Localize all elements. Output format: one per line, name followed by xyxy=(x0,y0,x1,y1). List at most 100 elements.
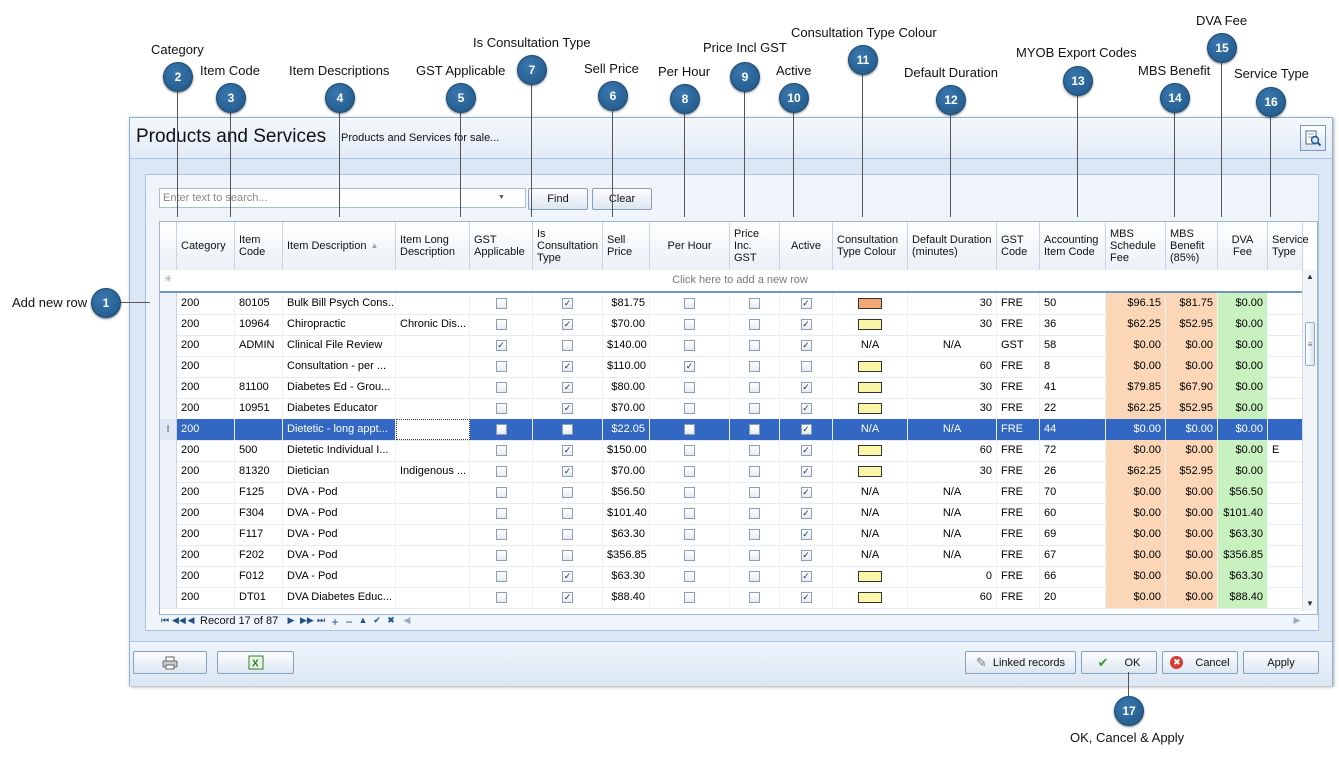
cell-long-description[interactable] xyxy=(396,482,470,503)
cell-category[interactable]: 200 xyxy=(177,293,235,314)
cell-active[interactable]: ✓ xyxy=(780,314,833,335)
cell-dva-fee[interactable]: $0.00 xyxy=(1218,335,1268,356)
cell-gst-applicable[interactable] xyxy=(470,440,533,461)
cell-duration[interactable]: 60 xyxy=(908,440,997,461)
cell-is-consultation[interactable] xyxy=(533,524,603,545)
colour-swatch[interactable] xyxy=(858,465,882,477)
cell-sell-price[interactable]: $70.00 xyxy=(603,461,650,482)
cell-long-description[interactable] xyxy=(396,440,470,461)
cell-item-code[interactable] xyxy=(235,419,283,440)
scroll-down-icon[interactable]: ▼ xyxy=(1306,599,1314,608)
cell-price-inc-gst[interactable] xyxy=(730,335,780,356)
cell-mbs-fee[interactable]: $0.00 xyxy=(1106,419,1166,440)
cell-duration[interactable]: N/A xyxy=(908,524,997,545)
cell-mbs-benefit[interactable]: $0.00 xyxy=(1166,524,1218,545)
checkbox-checked[interactable]: ✓ xyxy=(800,549,812,561)
checkbox-unchecked[interactable] xyxy=(495,591,507,603)
cell-service-type[interactable] xyxy=(1268,524,1303,545)
cell-gst-applicable[interactable] xyxy=(470,419,533,440)
cell-per-hour[interactable] xyxy=(650,524,730,545)
checkbox-unchecked[interactable] xyxy=(684,486,695,498)
cell-price-inc-gst[interactable] xyxy=(730,314,780,335)
scroll-right-icon[interactable]: ▶ xyxy=(1293,615,1301,625)
row-indicator[interactable] xyxy=(160,440,177,461)
cell-description[interactable]: Clinical File Review xyxy=(283,335,396,356)
cell-description[interactable]: Diabetes Educator xyxy=(283,398,396,419)
cell-item-code[interactable]: F125 xyxy=(235,482,283,503)
cell-price-inc-gst[interactable] xyxy=(730,524,780,545)
cell-mbs-fee[interactable]: $62.25 xyxy=(1106,398,1166,419)
row-indicator[interactable] xyxy=(160,356,177,377)
cell-duration[interactable]: 0 xyxy=(908,566,997,587)
cell-mbs-benefit[interactable]: $0.00 xyxy=(1166,335,1218,356)
cell-duration[interactable]: N/A xyxy=(908,419,997,440)
column-header-duration[interactable]: Default Duration (minutes) xyxy=(908,222,997,270)
cell-category[interactable]: 200 xyxy=(177,524,235,545)
cell-long-description[interactable] xyxy=(396,524,470,545)
cell-colour[interactable]: N/A xyxy=(833,524,908,545)
cell-is-consultation[interactable]: ✓ xyxy=(533,440,603,461)
table-row[interactable]: 200 DT01 DVA Diabetes Educ... ✓ $88.40 ✓ 60 FRE… xyxy=(160,587,1303,609)
column-header-mbs-fee[interactable]: MBS Schedule Fee xyxy=(1106,222,1166,270)
checkbox-unchecked[interactable] xyxy=(749,591,760,603)
row-indicator[interactable] xyxy=(160,503,177,524)
cell-long-description[interactable] xyxy=(396,419,470,440)
cell-mbs-benefit[interactable]: $0.00 xyxy=(1166,482,1218,503)
table-row[interactable]: 200 10964 Chiropractic Chronic Dis... ✓ $70.0… xyxy=(160,314,1303,336)
checkbox-checked[interactable]: ✓ xyxy=(800,528,812,540)
previous-record-icon[interactable]: ◀ xyxy=(187,615,195,625)
chevron-down-icon[interactable]: ▼ xyxy=(498,194,505,201)
cell-duration[interactable]: 60 xyxy=(908,587,997,608)
cell-mbs-fee[interactable]: $0.00 xyxy=(1106,566,1166,587)
cell-active[interactable]: ✓ xyxy=(780,398,833,419)
cell-service-type[interactable] xyxy=(1268,587,1303,608)
checkbox-unchecked[interactable] xyxy=(495,423,507,435)
checkbox-checked[interactable]: ✓ xyxy=(800,423,812,435)
colour-swatch[interactable] xyxy=(858,381,882,393)
cell-mbs-fee[interactable]: $0.00 xyxy=(1106,356,1166,377)
table-row[interactable]: 200 F012 DVA - Pod ✓ $63.30 ✓ 0 FRE 66 $0.00 $0.00… xyxy=(160,566,1303,588)
cell-active[interactable] xyxy=(780,356,833,377)
cell-is-consultation[interactable]: ✓ xyxy=(533,461,603,482)
cell-long-description[interactable]: Indigenous ... xyxy=(396,461,470,482)
cell-mbs-benefit[interactable]: $0.00 xyxy=(1166,503,1218,524)
checkbox-unchecked[interactable] xyxy=(749,318,760,330)
cell-is-consultation[interactable]: ✓ xyxy=(533,356,603,377)
column-header-service-type[interactable]: Service Type xyxy=(1268,222,1309,270)
next-record-icon[interactable]: ▶ xyxy=(287,615,295,625)
cell-is-consultation[interactable] xyxy=(533,503,603,524)
checkbox-unchecked[interactable] xyxy=(684,444,695,456)
cell-is-consultation[interactable] xyxy=(533,482,603,503)
cell-is-consultation[interactable]: ✓ xyxy=(533,314,603,335)
checkbox-unchecked[interactable] xyxy=(495,297,507,309)
checkbox-checked[interactable]: ✓ xyxy=(800,591,812,603)
checkbox-unchecked[interactable] xyxy=(749,360,760,372)
checkbox-unchecked[interactable] xyxy=(749,423,760,435)
cell-item-code[interactable]: F202 xyxy=(235,545,283,566)
cell-price-inc-gst[interactable] xyxy=(730,419,780,440)
cell-long-description[interactable] xyxy=(396,335,470,356)
cell-active[interactable]: ✓ xyxy=(780,566,833,587)
cell-description[interactable]: Chiropractic xyxy=(283,314,396,335)
next-page-icon[interactable]: ▶▶ xyxy=(300,615,314,625)
first-record-icon[interactable]: ⏮ xyxy=(160,615,170,625)
cell-gst-code[interactable]: GST xyxy=(997,335,1040,356)
row-indicator[interactable] xyxy=(160,545,177,566)
cell-per-hour[interactable] xyxy=(650,440,730,461)
cell-colour[interactable] xyxy=(833,587,908,608)
checkbox-unchecked[interactable] xyxy=(495,507,507,519)
cell-duration[interactable]: 30 xyxy=(908,377,997,398)
cell-gst-code[interactable]: FRE xyxy=(997,545,1040,566)
cell-active[interactable]: ✓ xyxy=(780,377,833,398)
cell-dva-fee[interactable]: $0.00 xyxy=(1218,377,1268,398)
column-header-gst-code[interactable]: GST Code xyxy=(997,222,1040,270)
colour-swatch[interactable] xyxy=(858,360,882,372)
cell-description[interactable]: Dietician xyxy=(283,461,396,482)
cell-mbs-benefit[interactable]: $0.00 xyxy=(1166,440,1218,461)
checkbox-checked[interactable]: ✓ xyxy=(562,444,573,456)
checkbox-unchecked[interactable] xyxy=(684,339,695,351)
cell-long-description[interactable] xyxy=(396,398,470,419)
checkbox-checked[interactable]: ✓ xyxy=(562,570,573,582)
cell-gst-code[interactable]: FRE xyxy=(997,461,1040,482)
cell-service-type[interactable] xyxy=(1268,482,1303,503)
